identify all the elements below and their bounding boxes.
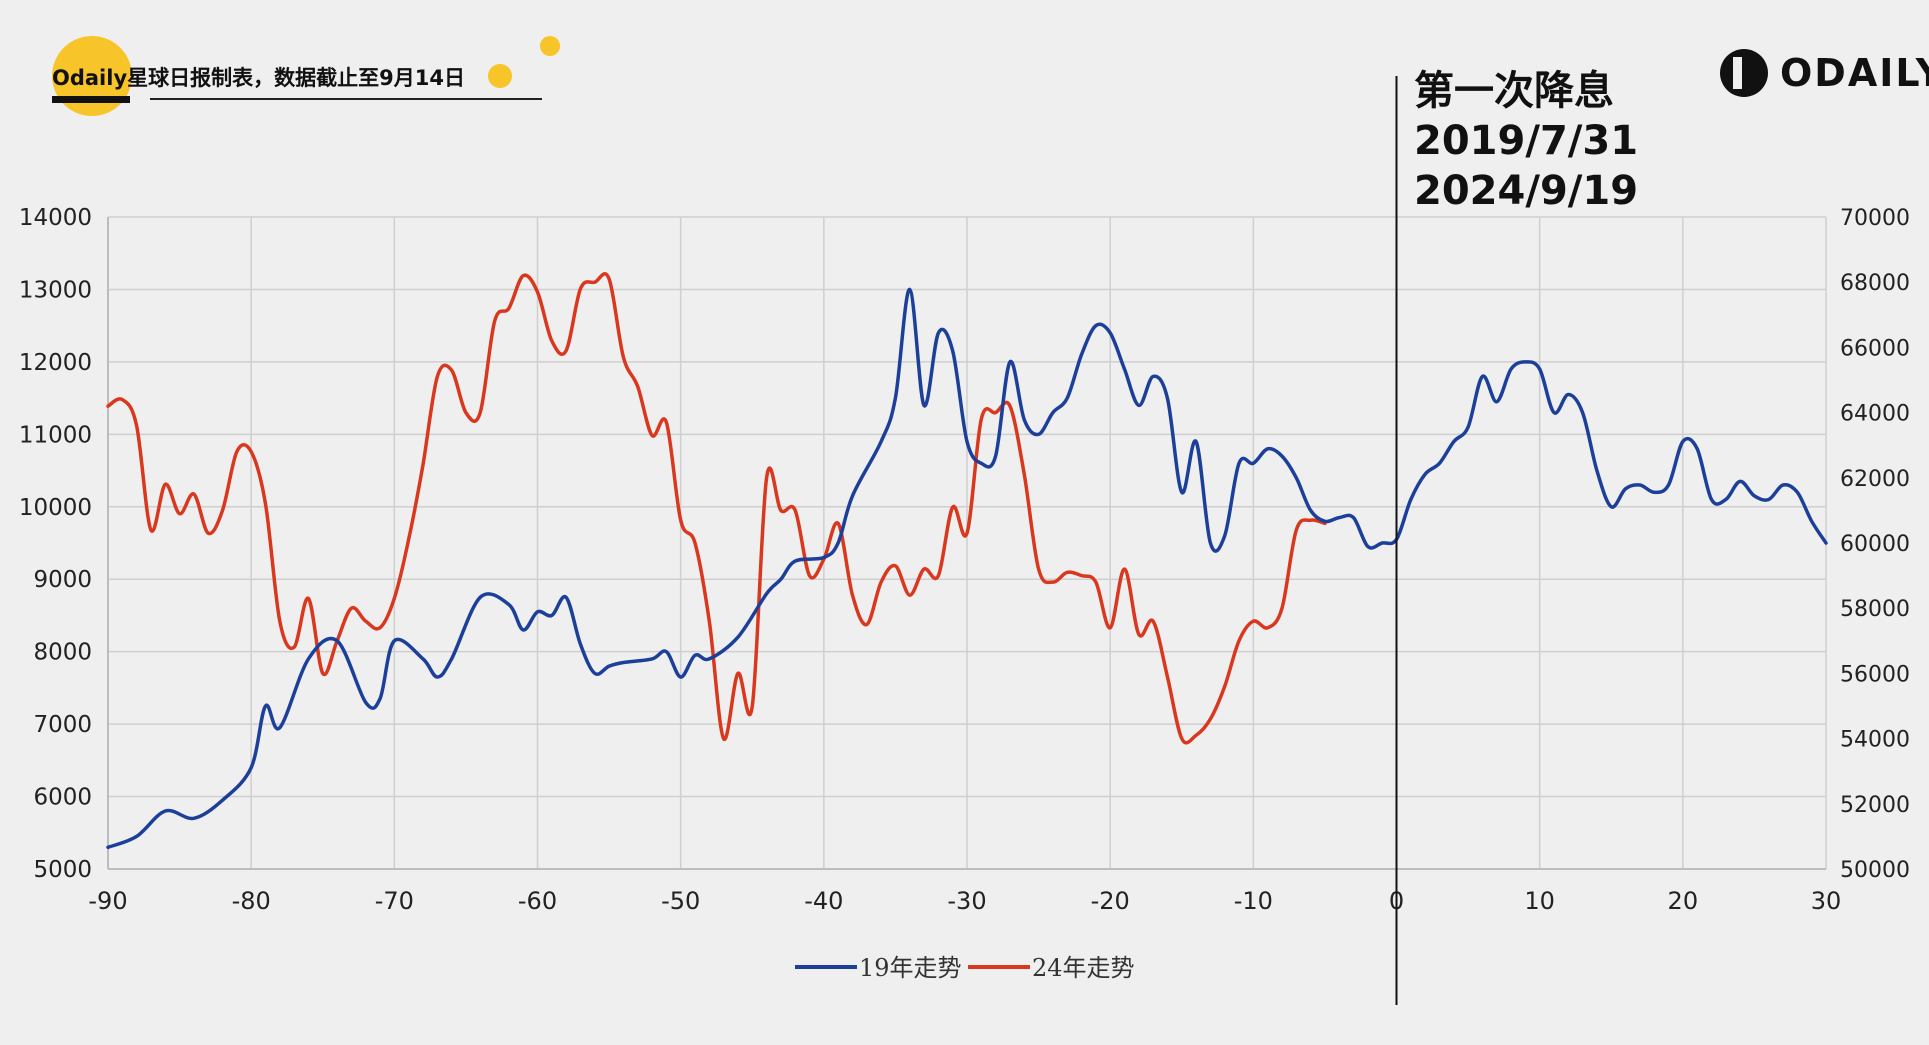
series-line-2024 — [106, 272, 1327, 745]
annotation-date-2024: 2024/9/19 — [1414, 168, 1639, 214]
x-tick-label: -60 — [518, 887, 557, 915]
y2-tick-label: 50000 — [1840, 858, 1910, 883]
x-tick-label: -10 — [1234, 887, 1273, 915]
y2-tick-label: 62000 — [1840, 467, 1910, 492]
y2-tick-label: 60000 — [1840, 532, 1910, 557]
legend-label-2024: 24年走势 — [1032, 954, 1135, 982]
x-tick-label: -80 — [232, 887, 271, 915]
decor-circle-small — [540, 36, 560, 56]
logo-text: ODAILY — [1780, 51, 1929, 95]
y-tick-label: 7000 — [33, 712, 92, 738]
x-tick-label: -20 — [1091, 887, 1130, 915]
y-tick-label: 10000 — [19, 495, 92, 521]
x-axis: -90-80-70-60-50-40-30-20-100102030 — [88, 887, 1841, 915]
odaily-logo: ODAILY — [1720, 48, 1929, 98]
grid — [107, 216, 1827, 870]
legend: 19年走势 24年走势 — [795, 954, 1135, 982]
y2-tick-label: 70000 — [1840, 206, 1910, 231]
x-tick-label: -70 — [375, 887, 414, 915]
x-tick-label: 30 — [1811, 887, 1842, 915]
rate-cut-annotation: 第一次降息 2019/7/31 2024/9/19 — [1414, 66, 1638, 216]
series-group — [106, 272, 1828, 850]
y-tick-label: 6000 — [33, 785, 92, 811]
x-tick-label: -90 — [88, 887, 127, 915]
y2-tick-label: 52000 — [1840, 793, 1910, 818]
x-tick-label: 20 — [1668, 887, 1699, 915]
y-tick-label: 11000 — [19, 422, 92, 448]
y2-tick-label: 56000 — [1840, 662, 1910, 687]
source-underline-accent — [52, 96, 130, 103]
y-axis-left: 14000 13000 12000 11000 10000 9000 8000 7000 600… — [19, 205, 92, 883]
source-underline — [150, 98, 542, 100]
x-tick-label: -50 — [661, 887, 700, 915]
y-axis-right: 70000 68000 66000 64000 62000 60000 58000 56000… — [1840, 206, 1910, 883]
y2-tick-label: 64000 — [1840, 402, 1910, 427]
y2-tick-label: 68000 — [1840, 271, 1910, 296]
series-line-2019 — [106, 287, 1828, 850]
y2-tick-label: 66000 — [1840, 336, 1910, 361]
source-note: Odaily星球日报制表，数据截止至9月14日 — [52, 66, 465, 90]
x-tick-label: -30 — [947, 887, 986, 915]
x-tick-label: 10 — [1524, 887, 1555, 915]
y-tick-label: 13000 — [19, 277, 92, 303]
y-tick-label: 14000 — [19, 205, 92, 231]
y2-tick-label: 54000 — [1840, 728, 1910, 753]
decor-circle-medium — [488, 64, 512, 88]
y2-tick-label: 58000 — [1840, 597, 1910, 622]
odaily-logo-icon — [1720, 49, 1768, 97]
annotation-date-2019: 2019/7/31 — [1414, 118, 1639, 164]
y-tick-label: 9000 — [33, 567, 92, 593]
x-tick-label: -40 — [804, 887, 843, 915]
annotation-title: 第一次降息 — [1414, 68, 1614, 114]
y-tick-label: 8000 — [33, 640, 92, 666]
y-tick-label: 12000 — [19, 350, 92, 376]
y-tick-label: 5000 — [33, 857, 92, 883]
legend-label-2019: 19年走势 — [859, 954, 962, 982]
